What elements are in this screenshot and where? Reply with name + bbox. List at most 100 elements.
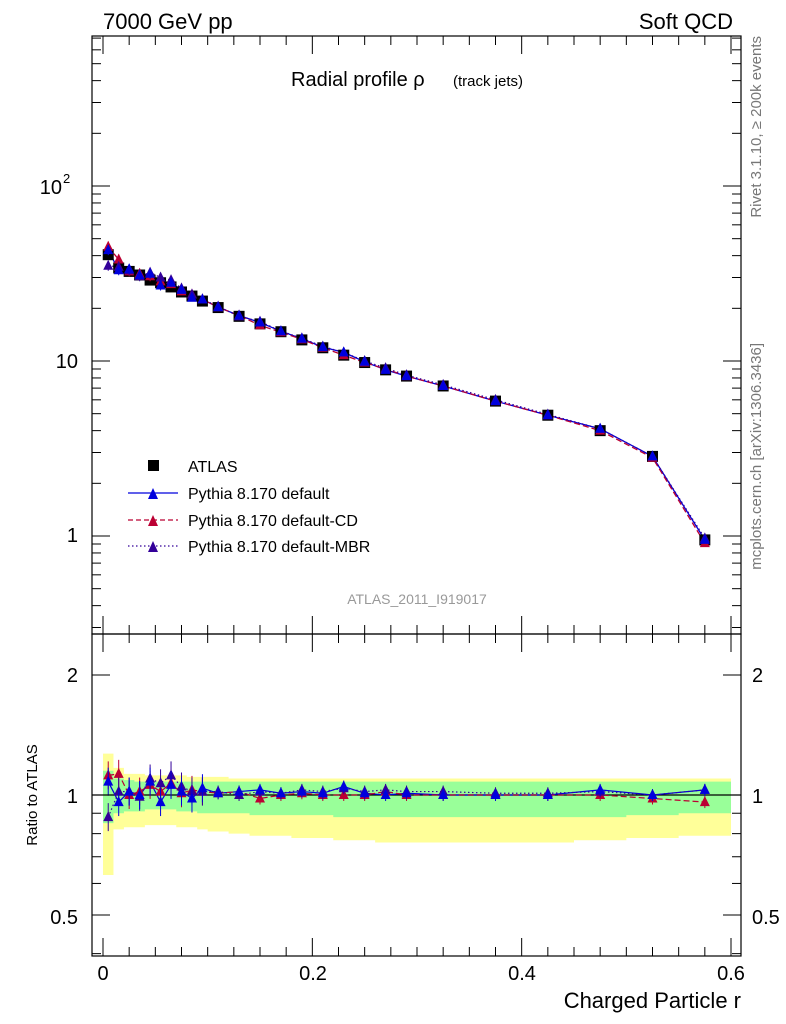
ratio-ytick-label-0-5-right: 0.5 [752,907,780,929]
ratio-series-point-0 [113,796,124,807]
ratio-ylabel: Ratio to ATLAS [24,744,41,845]
ratio-series-point-0 [380,789,391,799]
main-series-point-1 [380,363,391,374]
main-series-point-1 [699,533,710,544]
plot-title-main: Radial profile ρ [291,69,425,91]
main-series-point-1 [124,263,135,274]
main-plot-content [102,240,711,548]
main-series-point-1 [296,332,307,343]
main-series-point-1 [234,309,245,320]
main-series-point-1 [275,325,286,336]
ratio-ytick-label-1-left: 1 [67,786,78,808]
ratio-series-point-0 [317,787,328,798]
main-ytick-label-1: 1 [67,525,78,547]
ratio-series-point-0 [595,783,606,794]
ratio-series-point-0 [155,796,166,807]
ratio-series-point-1 [113,767,124,778]
main-series-point-1 [595,422,606,433]
ratio-series-point-0 [401,787,412,798]
ratio-series-point-0 [124,785,135,796]
main-series-point-1 [401,370,412,381]
ratio-series-point-0 [490,789,501,799]
legend-marker-mbr [148,541,158,552]
rivet-version-text: Rivet 3.1.10, ≥ 200k events [748,36,765,218]
main-ytick-label-10: 10 [56,351,78,373]
ratio-series-point-0 [275,787,286,798]
legend: ATLAS Pythia 8.170 default Pythia 8.170 … [128,459,370,556]
plot-title-sub: (track jets) [453,73,523,90]
ratio-plot-panel: 0.5 1 2 0.5 1 2 Ratio to ATLAS 0 0.2 0.4… [24,633,780,1013]
ratio-series-point-0 [134,789,145,799]
main-series-point-1 [542,409,553,420]
main-series-point-1 [166,276,177,287]
main-series-point-1 [103,244,114,255]
ratio-ytick-label-1-right: 1 [752,786,763,808]
main-series-point-1 [490,395,501,406]
main-series-point-1 [134,269,145,280]
ratio-axis-ticks [92,634,741,956]
main-series-point-2 [113,253,124,264]
ratio-series-point-0 [255,783,265,794]
ratio-ytick-label-0-5: 0.5 [50,907,78,929]
main-series-point-1 [317,341,328,352]
analysis-watermark: ATLAS_2011_I919017 [347,591,487,607]
ratio-series-point-1 [699,796,710,807]
main-series-point-3 [155,271,166,282]
main-series-line-3 [108,265,706,539]
xtick-label-0-4: 0.4 [508,963,536,985]
main-series-point-1 [647,450,658,461]
main-series-point-1 [255,316,265,327]
main-series-point-1 [155,279,166,290]
xtick-label-0: 0 [97,963,108,985]
x-axis-label: Charged Particle r [564,988,741,1013]
header-left-label: 7000 GeV pp [103,9,233,34]
main-ytick-label-100-base: 10 [40,177,62,199]
legend-label-mbr: Pythia 8.170 default-MBR [188,539,370,556]
main-axis-ticks [92,36,741,634]
ratio-series-point-0 [338,780,349,791]
main-series-point-1 [145,267,156,278]
legend-label-default: Pythia 8.170 default [188,486,330,503]
ratio-series-point-2 [103,811,114,822]
main-series-point-3 [103,259,114,270]
ratio-series-point-2 [155,777,166,788]
main-series-point-1 [186,291,197,302]
ratio-series-point-2 [380,783,391,794]
ratio-series-point-0 [166,778,177,789]
ratio-series-point-0 [359,787,370,798]
main-series-point-1 [113,264,124,275]
ratio-series-point-0 [145,775,156,786]
legend-entry-cd: Pythia 8.170 default-CD [128,513,358,530]
legend-entry-mbr: Pythia 8.170 default-MBR [128,539,370,556]
ratio-series-point-0 [647,789,658,799]
xtick-label-0-6: 0.6 [717,963,745,985]
main-ytick-label-100-exponent: 2 [63,171,70,186]
ratio-series-point-0 [542,789,553,799]
ratio-series-point-0 [438,789,449,799]
legend-label-atlas: ATLAS [188,459,238,476]
legend-label-cd: Pythia 8.170 default-CD [188,513,358,530]
ratio-series-point-0 [197,782,208,793]
main-series-point-1 [213,301,224,312]
ratio-series-point-0 [296,785,307,796]
ratio-plot-content [92,753,741,875]
ratio-ytick-label-2-left: 2 [67,665,78,687]
main-series-point-1 [359,355,370,366]
ratio-series-point-0 [176,785,187,796]
ratio-series-point-0 [234,785,245,796]
legend-marker-atlas [148,460,159,471]
legend-marker-default [148,488,158,499]
mcplots-text: mcplots.cern.ch [arXiv:1306.3436] [748,343,765,570]
ratio-series-point-0 [103,775,114,786]
main-series-point-1 [176,283,187,294]
ratio-series-point-0 [186,792,197,803]
ratio-ytick-label-2-right: 2 [752,665,763,687]
legend-entry-atlas: ATLAS [148,459,238,476]
ratio-series-point-0 [699,783,710,794]
main-series-point-1 [197,293,208,304]
legend-marker-cd [148,515,158,526]
main-series-point-1 [438,379,449,390]
legend-entry-default: Pythia 8.170 default [128,486,330,503]
main-plot-panel: Radial profile ρ (track jets) ATLAS_2011… [40,35,742,635]
